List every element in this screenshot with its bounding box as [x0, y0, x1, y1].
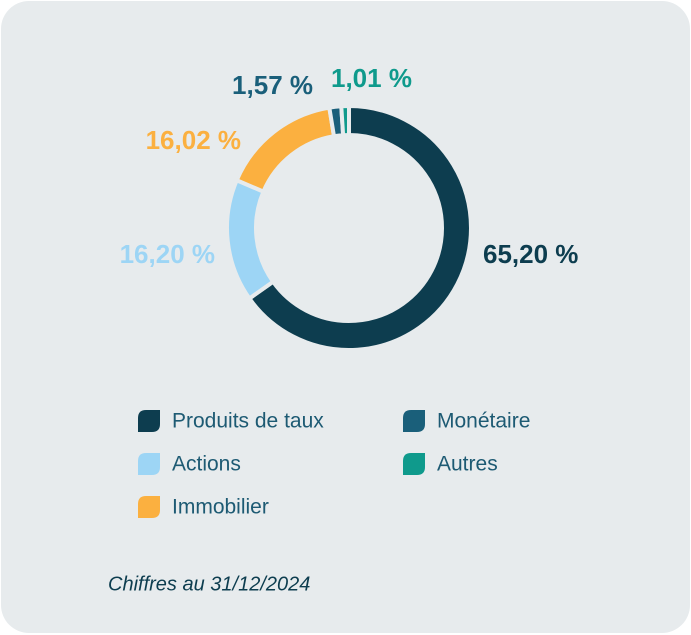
legend-label: Monétaire	[437, 410, 530, 433]
legend-label: Produits de taux	[172, 410, 324, 433]
value-label: 16,20 %	[120, 239, 215, 269]
legend-label: Immobilier	[172, 496, 269, 519]
value-label: 1,01 %	[331, 63, 412, 93]
legend-label: Autres	[437, 453, 498, 476]
legend-label: Actions	[172, 453, 241, 476]
donut-segment	[339, 103, 351, 138]
note: Chiffres au 31/12/2024	[108, 573, 310, 595]
legend-icon	[138, 453, 160, 475]
value-label: 16,02 %	[146, 125, 241, 155]
legend-icon	[138, 496, 160, 518]
donut-segment	[246, 103, 473, 352]
legend-icon	[403, 410, 425, 432]
legend-icon	[138, 410, 160, 432]
legend-icon	[403, 453, 425, 475]
value-label: 1,57 %	[232, 70, 313, 100]
value-label: 65,20 %	[483, 239, 578, 269]
